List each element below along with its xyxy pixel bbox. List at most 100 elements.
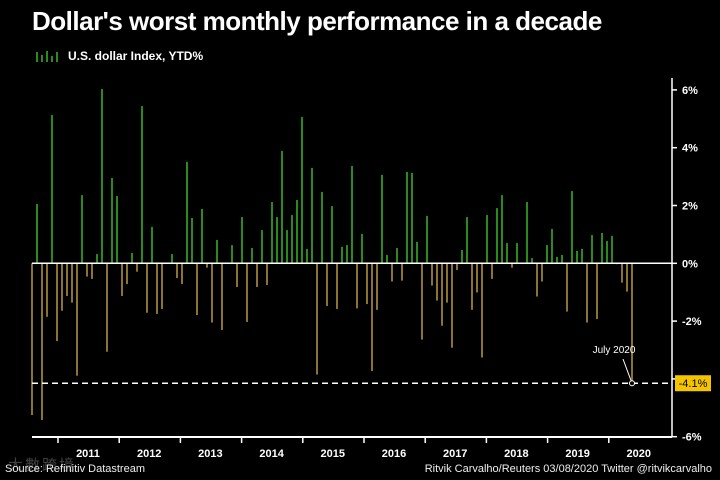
x-tick-label: 2012 <box>137 448 161 460</box>
bar <box>606 241 608 264</box>
bar <box>516 243 518 264</box>
bar <box>581 248 583 264</box>
bar <box>206 263 208 268</box>
bar <box>231 245 233 264</box>
bar <box>71 263 73 303</box>
bar <box>506 243 508 264</box>
bar <box>101 89 103 264</box>
bar <box>501 195 503 264</box>
bar <box>296 200 298 264</box>
annotation-marker <box>629 380 635 387</box>
bar <box>546 245 548 264</box>
bar <box>201 208 203 264</box>
bar <box>251 247 253 264</box>
bar <box>431 263 433 286</box>
bar <box>151 226 153 264</box>
bar <box>236 263 238 287</box>
bar <box>556 256 558 264</box>
bar <box>211 263 213 323</box>
bar <box>591 234 593 264</box>
bar <box>376 263 378 310</box>
bar <box>46 263 48 317</box>
bar <box>61 263 63 311</box>
bar <box>326 263 328 307</box>
bar <box>136 263 138 272</box>
bar <box>486 215 488 264</box>
bar <box>301 117 303 264</box>
bar <box>121 263 123 296</box>
x-tick-label: 2013 <box>198 448 222 460</box>
bar <box>141 106 143 264</box>
bar <box>36 204 38 264</box>
legend-label: U.S. dollar Index, YTD% <box>68 49 204 63</box>
bar <box>126 263 128 285</box>
bar <box>391 263 393 282</box>
bar <box>541 263 543 282</box>
bar <box>631 263 633 384</box>
x-tick-label: 2011 <box>76 448 100 460</box>
bar <box>281 150 283 264</box>
bar <box>306 248 308 264</box>
bar <box>471 263 473 310</box>
bar <box>461 250 463 264</box>
bar <box>351 165 353 264</box>
bar <box>536 263 538 297</box>
bar <box>356 263 358 309</box>
annotation-label: July 2020 <box>593 345 636 356</box>
bar <box>146 263 148 313</box>
bar <box>191 217 193 264</box>
bar <box>41 263 43 420</box>
bar <box>396 247 398 264</box>
bar <box>551 228 553 264</box>
bar <box>111 178 113 264</box>
legend: U.S. dollar Index, YTD% <box>36 49 203 63</box>
bar <box>386 254 388 264</box>
bar <box>266 263 268 285</box>
bar <box>561 254 563 264</box>
y-tick-label: 4% <box>682 143 698 155</box>
bar <box>286 230 288 264</box>
bar <box>426 215 428 264</box>
y-tick-label: 0% <box>682 258 698 270</box>
bar <box>156 263 158 314</box>
bar <box>261 230 263 264</box>
bar <box>291 215 293 264</box>
bar <box>66 263 68 296</box>
bar <box>401 263 403 281</box>
bar <box>481 263 483 358</box>
bar-legend-icon <box>36 51 58 62</box>
bar <box>96 254 98 264</box>
bar <box>456 263 458 270</box>
bar <box>441 263 443 326</box>
bar <box>371 263 373 372</box>
bar <box>576 250 578 264</box>
bar <box>496 208 498 264</box>
bar <box>621 263 623 283</box>
bar <box>611 235 613 264</box>
bar <box>196 263 198 316</box>
bar <box>331 206 333 264</box>
bar <box>446 263 448 303</box>
watermark: 大數跨境 <box>8 457 77 474</box>
x-tick-label: 2017 <box>443 448 467 460</box>
bar <box>416 241 418 264</box>
bar <box>271 202 273 264</box>
bar <box>596 263 598 320</box>
bar <box>171 254 173 264</box>
bar <box>451 263 453 348</box>
bar <box>51 115 53 264</box>
bar <box>586 263 588 323</box>
bar <box>131 252 133 264</box>
x-tick-label: 2020 <box>627 448 651 460</box>
bar <box>421 263 423 340</box>
bar <box>381 174 383 264</box>
bar <box>186 161 188 264</box>
bar <box>86 263 88 277</box>
bar <box>531 258 533 264</box>
chart-title: Dollar's worst monthly performance in a … <box>32 6 602 36</box>
y-tick-label: -6% <box>682 432 702 444</box>
bar <box>436 263 438 301</box>
value-callout <box>675 375 711 392</box>
value-callout-label: -4.1% <box>679 378 708 390</box>
